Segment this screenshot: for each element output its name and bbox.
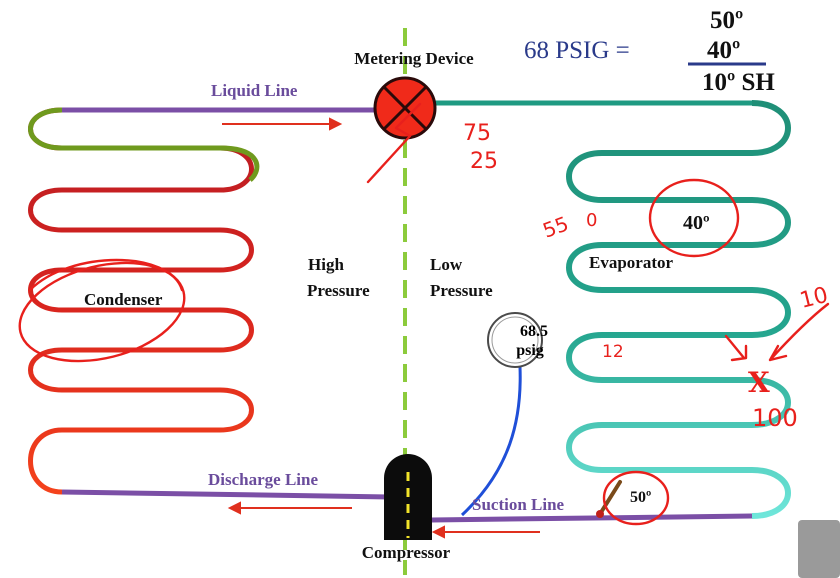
annotation-10: 10 xyxy=(797,283,830,314)
annotation-100: 100 xyxy=(752,404,798,432)
low-pressure-label-line2: Pressure xyxy=(430,281,493,300)
pressure-gauge xyxy=(487,312,543,368)
handwritten-annotations xyxy=(18,102,830,526)
condenser-label: Condenser xyxy=(84,290,163,309)
suction-temp-label: 50º xyxy=(630,489,651,506)
discharge-line-pipe xyxy=(61,489,393,500)
liquid-line-label: Liquid Line xyxy=(211,81,298,100)
gauge-unit: psig xyxy=(516,342,544,359)
equation-pressure: 68 PSIG = xyxy=(524,37,630,64)
annotation-55: 55 xyxy=(540,211,572,242)
compressor-label: Compressor xyxy=(362,543,451,562)
equation-top-value: 50º xyxy=(710,7,743,34)
discharge-line-label: Discharge Line xyxy=(208,470,318,489)
equation-result: 10º SH xyxy=(702,69,775,96)
metering-lightning-mark xyxy=(366,102,422,184)
condenser-inlet-green xyxy=(28,107,260,182)
evap-temp-circle xyxy=(648,178,740,258)
flow-arrows xyxy=(222,117,540,539)
high-pressure-label-line2: Pressure xyxy=(307,281,370,300)
compressor xyxy=(384,454,432,540)
low-pressure-label-line1: Low xyxy=(430,255,463,274)
evaporator-temp-label: 40º xyxy=(683,212,710,234)
annotation-0: 0 xyxy=(586,210,597,231)
condenser-circle xyxy=(18,261,186,363)
annotation-75: 75 xyxy=(463,121,491,146)
gauge-value: 68.5 xyxy=(520,323,548,340)
suction-line-label: Suction Line xyxy=(472,495,565,514)
condenser-coil xyxy=(28,107,254,495)
equation-middle-value: 40º xyxy=(707,37,740,64)
annotation-x-mark: X xyxy=(748,366,770,399)
thermometer-icon xyxy=(596,480,622,518)
corner-overlay xyxy=(798,520,840,578)
gauge-hose xyxy=(460,366,522,517)
arrow-to-x xyxy=(724,334,748,362)
annotation-12: 12 xyxy=(602,342,624,362)
suction-temp-circle xyxy=(602,470,670,526)
evaporator-label: Evaporator xyxy=(589,253,674,272)
annotation-25: 25 xyxy=(470,149,498,174)
metering-device xyxy=(373,76,437,140)
evaporator-coil xyxy=(566,100,791,519)
suction-line-pipe xyxy=(431,513,753,523)
metering-device-label: Metering Device xyxy=(354,49,474,68)
high-pressure-label-line1: High xyxy=(308,255,344,274)
curved-arrow xyxy=(768,302,830,362)
